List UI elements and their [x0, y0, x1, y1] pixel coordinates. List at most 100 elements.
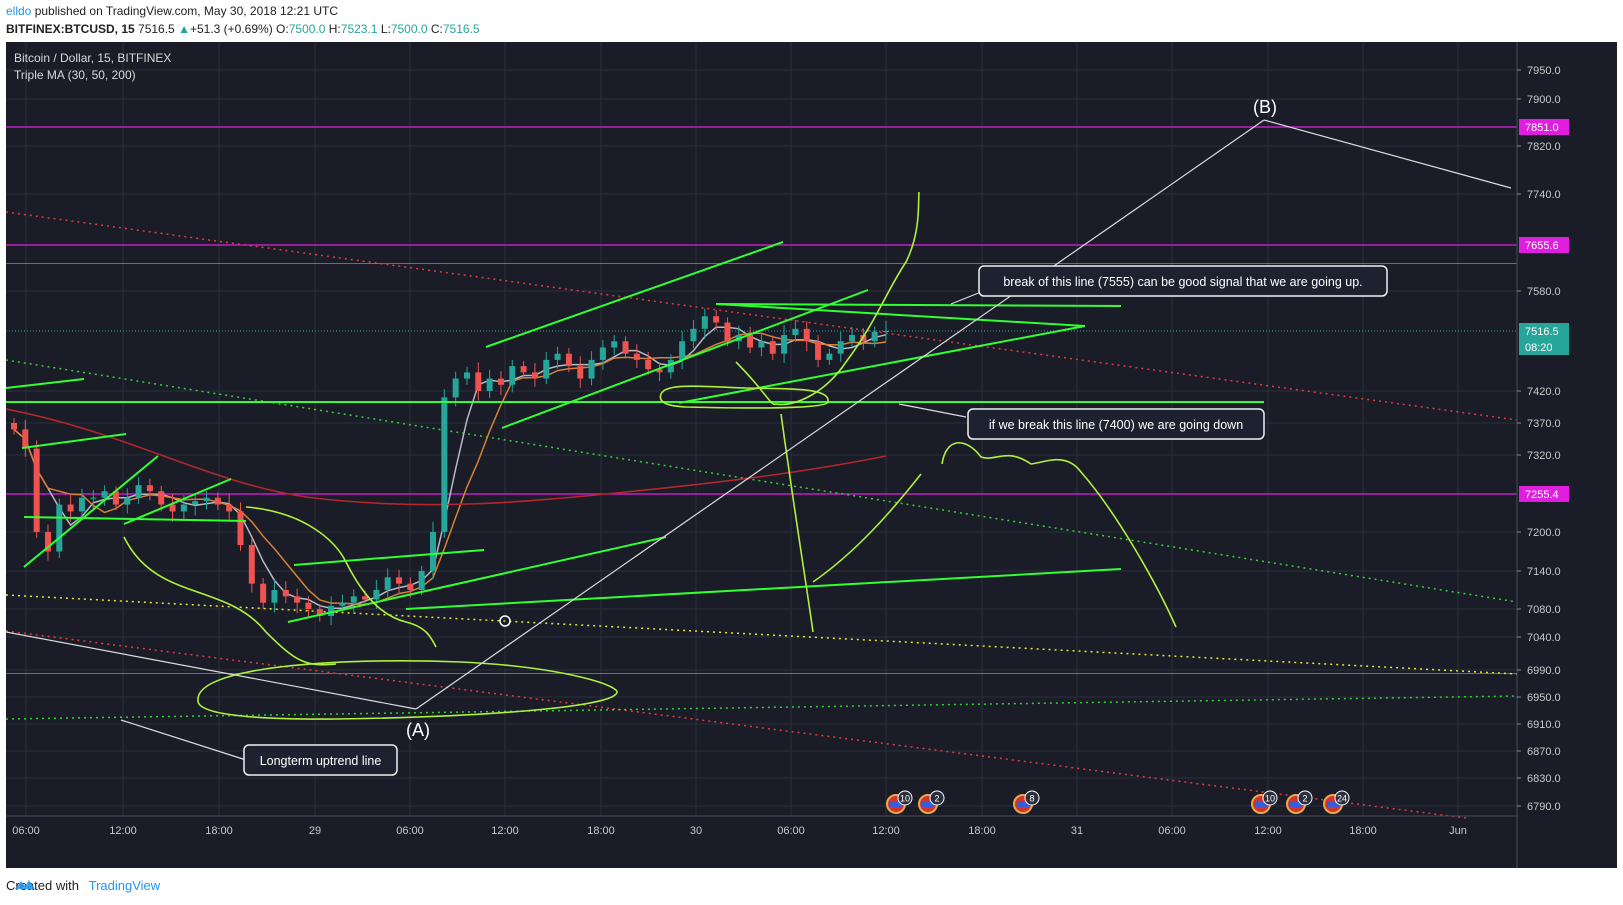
dotted-trendline	[6, 594, 1518, 675]
green-trendline	[21, 433, 127, 449]
flag-stripe	[1327, 801, 1339, 807]
white-trendline	[1263, 119, 1512, 189]
callout-box[interactable]	[243, 744, 398, 776]
price-tick-label: 6870.0	[1527, 746, 1561, 758]
candle-body	[645, 359, 652, 370]
candle-body	[497, 378, 504, 385]
price-tick-label: 6910.0	[1527, 719, 1561, 731]
price-tick-label: 6790.0	[1527, 801, 1561, 813]
candle-body	[90, 497, 97, 499]
price-tick-label: 6950.0	[1527, 692, 1561, 704]
author-link[interactable]: elldo	[6, 4, 32, 18]
candle-body	[803, 328, 810, 342]
white-trendline	[415, 119, 1265, 710]
tradingview-link[interactable]: TradingView	[88, 878, 161, 893]
candle-body	[316, 609, 323, 616]
change-arrow-icon: ▲	[178, 22, 190, 36]
candle-body	[396, 577, 403, 584]
time-tick-label: 18:00	[968, 825, 996, 837]
candle-body	[418, 571, 425, 590]
candle-body	[871, 331, 878, 342]
candle-body	[690, 328, 697, 342]
candle-body	[667, 359, 674, 373]
chart-title: Bitcoin / Dollar, 15, BITFINEX	[14, 51, 171, 65]
price-axis[interactable]: 7950.0 7900.0 7820.0 7740.0 7580.0 7420.0 7370…	[1516, 42, 1617, 868]
price-label-box	[1519, 119, 1569, 135]
green-trendline	[501, 289, 869, 429]
white-trendline	[120, 719, 247, 761]
callout-box[interactable]	[967, 408, 1265, 440]
candle-body	[633, 353, 640, 360]
green-trendline	[715, 303, 1122, 307]
chart-panel[interactable]: break of this line (7555) can be good si…	[6, 42, 1617, 868]
price-tick-label: 7740.0	[1527, 189, 1561, 201]
open-value: 7500.0	[288, 22, 326, 36]
candle-body	[860, 335, 867, 342]
candle-body	[883, 331, 889, 332]
user-drawings	[6, 119, 1512, 761]
annotations: break of this line (7555) can be good si…	[243, 97, 1388, 776]
hand-drawn-curve	[941, 442, 1177, 628]
candle-body	[305, 602, 312, 609]
tradingview-logo-icon	[15, 880, 35, 889]
callout-text: break of this line (7555) can be good si…	[1003, 275, 1362, 289]
candle-body	[328, 605, 335, 616]
flag-stripe	[1255, 801, 1267, 807]
candle-body	[158, 491, 165, 505]
event-count-badge	[1024, 790, 1040, 806]
candle-body	[475, 372, 482, 391]
event-badges[interactable]: 10 2 8 10 2 24	[886, 790, 1350, 814]
event-count-badge	[1334, 790, 1350, 806]
candle-body	[849, 335, 856, 342]
indicator-label: Triple MA (30, 50, 200)	[14, 68, 136, 82]
candle-body	[101, 491, 108, 498]
high-value: 7523.1	[340, 22, 378, 36]
candle-body	[781, 335, 788, 354]
candle-body	[577, 366, 584, 379]
candle-body	[362, 596, 369, 600]
price-label-text: 08:20	[1525, 342, 1553, 354]
event-count-badge	[929, 790, 945, 806]
candle-body	[44, 532, 51, 552]
dotted-trendlines	[6, 211, 1518, 819]
price-tick-label: 7820.0	[1527, 141, 1561, 153]
candle-body	[452, 378, 459, 398]
event-count-badge	[1262, 790, 1278, 806]
price-label-text: 7516.5	[1525, 326, 1559, 338]
time-tick-label: 18:00	[1349, 825, 1377, 837]
hand-drawn-curve	[245, 506, 437, 648]
time-tick-label: 06:00	[12, 825, 40, 837]
event-count-text: 8	[1029, 794, 1034, 804]
time-tick-label: 06:00	[777, 825, 805, 837]
low-value: 7500.0	[390, 22, 428, 36]
candle-body	[146, 485, 153, 492]
time-axis[interactable]: 06:00 12:00 18:00 29 06:00 12:00 18:00 30 06:00 1…	[6, 815, 1517, 837]
price-tick-label: 7420.0	[1527, 386, 1561, 398]
price-label-box	[1519, 486, 1569, 502]
time-tick-label: 12:00	[109, 825, 137, 837]
candle-body	[271, 590, 278, 603]
cursor-marker	[499, 615, 511, 627]
candle-body	[509, 366, 516, 385]
candle-body	[599, 347, 606, 360]
high-label: H:	[328, 22, 341, 36]
green-trendline	[405, 568, 1122, 610]
candle-body	[656, 369, 663, 373]
hand-drawn-curve	[659, 385, 829, 409]
candle-body	[350, 596, 357, 603]
candle-body	[430, 532, 437, 571]
candle-body	[747, 335, 754, 348]
published-text: published on TradingView.com, May 30, 20…	[31, 4, 338, 18]
price-chart[interactable]: break of this line (7555) can be good si…	[6, 42, 1617, 868]
price-tick-label: 7040.0	[1527, 632, 1561, 644]
candle-body	[565, 353, 572, 367]
candle-body	[248, 545, 255, 584]
green-trendline	[123, 478, 232, 525]
price-tick-label: 7580.0	[1527, 286, 1561, 298]
candle-body	[56, 504, 63, 552]
time-tick-label: 31	[1071, 825, 1083, 837]
price-tick-label: 6830.0	[1527, 773, 1561, 785]
created-with-text: Created with	[6, 878, 79, 893]
callout-box[interactable]	[978, 265, 1388, 297]
price-label-text: 7655.6	[1525, 240, 1559, 252]
